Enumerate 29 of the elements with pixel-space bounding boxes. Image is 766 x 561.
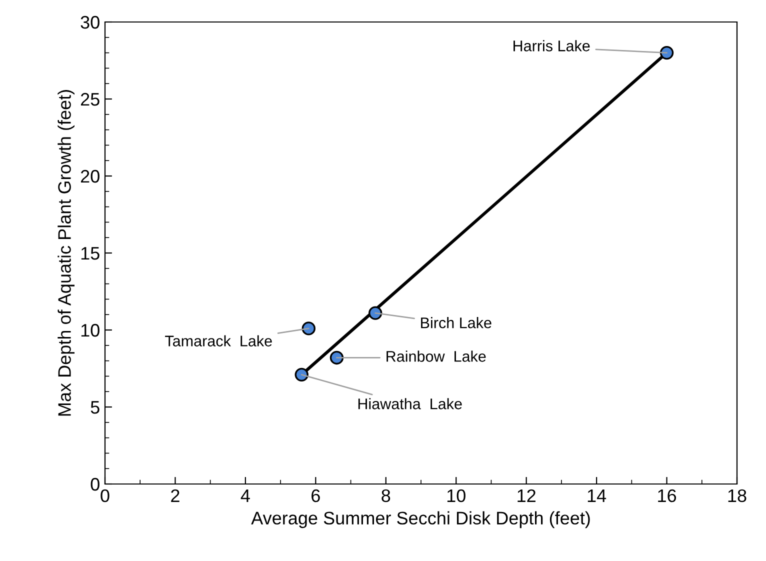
x-tick-label: 2 bbox=[171, 489, 180, 502]
point bbox=[294, 368, 308, 382]
x-tick-label: 10 bbox=[447, 489, 466, 502]
annotation: Hiawatha Lake bbox=[358, 398, 462, 410]
y-tick-label: 15 bbox=[81, 247, 100, 260]
annotation: Harris Lake bbox=[514, 40, 590, 52]
x-axis-title: Average Summer Secchi Disk Depth (feet) bbox=[251, 511, 590, 528]
y-tick-label: 30 bbox=[80, 16, 100, 29]
annotation: Tamarack Lake bbox=[165, 335, 272, 346]
point bbox=[368, 306, 382, 320]
point bbox=[302, 322, 316, 336]
point bbox=[330, 350, 344, 365]
y-tick-label: 25 bbox=[80, 92, 100, 106]
annotation: Birch Lake bbox=[421, 317, 492, 328]
x-tick-label: 12 bbox=[518, 489, 536, 502]
x-tick-label: 8 bbox=[382, 489, 390, 502]
y-axis-title: Max Depth of Aquatic Plant Growth (feet) bbox=[58, 90, 74, 416]
x-tick-label: 16 bbox=[658, 489, 676, 502]
x-tick-label: 0 bbox=[100, 489, 110, 502]
annotation: Rainbow Lake bbox=[386, 350, 486, 362]
point bbox=[660, 46, 674, 60]
y-tick-label: 0 bbox=[90, 478, 100, 491]
y-tick-label: 10 bbox=[81, 324, 100, 337]
y-tick-label: 5 bbox=[90, 401, 100, 414]
x-tick-label: 14 bbox=[588, 490, 606, 502]
y-tick-label: 20 bbox=[80, 170, 100, 183]
x-tick-label: 18 bbox=[728, 489, 746, 502]
x-tick-label: 4 bbox=[240, 490, 250, 502]
x-tick-label: 6 bbox=[312, 489, 320, 502]
